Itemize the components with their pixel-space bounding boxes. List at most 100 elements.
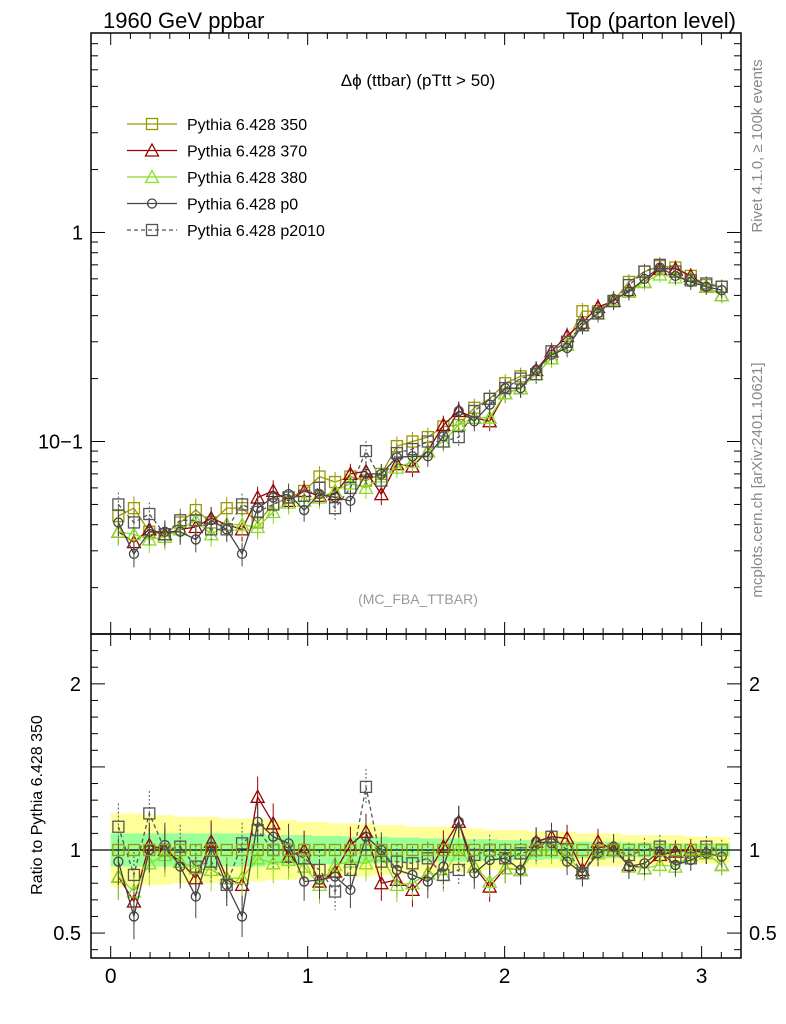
- main-point: [282, 491, 295, 504]
- ratio-point: [576, 843, 589, 857]
- ratio-point: [545, 843, 558, 857]
- header-left: 1960 GeV ppbar: [103, 8, 264, 33]
- ratio-y-tick-label-right: 2: [749, 674, 760, 696]
- ratio-point: [422, 876, 433, 887]
- series-pythia-6-428-p2010: [112, 257, 728, 911]
- main-point: [422, 451, 433, 462]
- main-point: [313, 481, 326, 495]
- ratio-point: [189, 843, 202, 857]
- ratio-point: [500, 853, 511, 864]
- main-point: [530, 368, 543, 381]
- main-point: [483, 392, 496, 405]
- main-point: [545, 345, 558, 358]
- ratio-point: [220, 878, 233, 892]
- ratio-point: [158, 843, 172, 857]
- legend-entry-pythia-6-428-370: Pythia 6.428 370: [127, 142, 307, 161]
- ratio-ylabel: Ratio to Pythia 6.428 350: [29, 715, 46, 895]
- ratio-y-tick-label-right: 1: [749, 840, 760, 862]
- x-tick-label: 2: [499, 965, 511, 988]
- y-tick-label: 10−1: [38, 432, 83, 454]
- ratio-point: [267, 843, 280, 857]
- main-point: [652, 266, 668, 281]
- plot-title: Δϕ (ttbar) (pTtt > 50): [341, 71, 496, 90]
- ratio-point: [203, 862, 219, 877]
- ratio-point: [251, 843, 264, 857]
- ratio-point: [406, 843, 419, 857]
- main-point: [561, 342, 573, 354]
- ratio-line-pythia-6-428-p0: [117, 819, 722, 919]
- main-point: [421, 435, 434, 448]
- main-point: [175, 526, 186, 537]
- series-ratio-reference: [112, 843, 728, 857]
- main-point: [297, 489, 311, 502]
- rivet-version-label: Rivet 4.1.0, ≥ 100k events: [749, 59, 766, 232]
- ratio-point: [669, 843, 682, 857]
- main-point: [607, 294, 620, 308]
- main-point: [591, 307, 605, 320]
- ratio-point: [234, 870, 250, 885]
- main-point: [376, 468, 387, 480]
- main-point: [235, 498, 249, 511]
- ratio-point: [282, 843, 295, 857]
- main-point: [404, 453, 421, 468]
- ratio-point: [344, 863, 357, 877]
- ratio-point: [652, 857, 668, 872]
- legend-label: Pythia 6.428 p2010: [187, 223, 325, 240]
- ratio-point: [623, 861, 635, 872]
- ratio-point: [297, 852, 311, 865]
- ratio-point: [453, 816, 464, 827]
- main-point: [265, 504, 281, 519]
- ratio-point: [499, 843, 512, 857]
- main-point: [267, 498, 280, 511]
- ratio-point: [421, 852, 434, 865]
- ratio-point: [358, 855, 374, 870]
- main-point: [328, 501, 342, 515]
- ratio-y-tick-label-left: 2: [70, 674, 81, 696]
- main-point: [452, 430, 465, 444]
- ratio-point: [452, 843, 465, 857]
- main-point: [345, 495, 356, 507]
- main-point: [359, 444, 373, 458]
- ratio-point: [622, 843, 636, 857]
- ratio-point: [406, 857, 419, 870]
- ratio-point: [235, 837, 249, 850]
- main-point: [714, 287, 730, 302]
- ratio-point: [265, 855, 281, 870]
- ratio-point: [360, 831, 372, 842]
- ratio-point: [112, 843, 125, 857]
- main-point: [236, 548, 248, 560]
- main-point: [127, 501, 141, 515]
- legend-marker: [145, 223, 159, 237]
- main-point: [639, 273, 650, 284]
- legend-label: Pythia 6.428 350: [187, 117, 307, 134]
- ratio-point: [638, 843, 651, 857]
- ratio-point: [189, 860, 202, 873]
- mcplots-label: mcplots.cern.ch [arXiv:2401.10621]: [749, 362, 766, 597]
- main-point: [700, 277, 713, 290]
- main-point: [514, 372, 527, 385]
- main-point: [251, 505, 264, 519]
- legend-marker: [146, 198, 158, 209]
- main-point: [250, 519, 266, 534]
- ratio-point: [236, 911, 248, 922]
- ratio-y-tick-label-left: 1: [70, 840, 81, 862]
- ratio-point: [127, 843, 141, 857]
- ratio-point: [515, 864, 526, 876]
- main-point: [375, 474, 388, 487]
- main-point: [112, 498, 125, 511]
- ratio-point: [389, 877, 405, 892]
- main-point: [158, 528, 172, 541]
- ratio-point: [497, 860, 513, 875]
- ratio-y-tick-label-right: 0.5: [749, 923, 777, 945]
- main-point: [127, 516, 141, 529]
- ratio-point: [143, 843, 156, 857]
- ratio-point: [297, 843, 311, 857]
- legend-entry-pythia-6-428-350: Pythia 6.428 350: [127, 117, 307, 134]
- main-point: [453, 405, 464, 417]
- legend-label: Pythia 6.428 380: [187, 170, 307, 187]
- ratio-point: [220, 843, 233, 857]
- main-point: [373, 486, 389, 501]
- ratio-frame: [90, 633, 742, 959]
- main-point: [437, 435, 450, 448]
- ratio-point: [235, 843, 249, 857]
